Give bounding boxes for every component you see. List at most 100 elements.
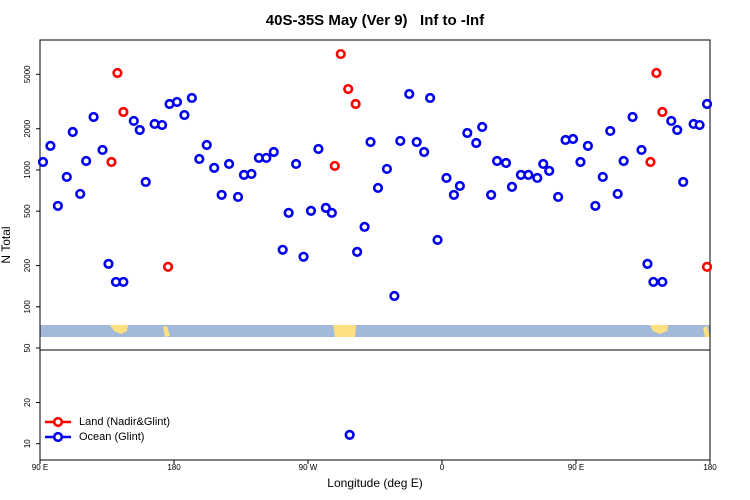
data-point [486,189,497,201]
data-point [112,67,123,79]
data-point [532,172,543,184]
data-point [67,126,78,138]
data-point [441,172,452,184]
data-point [97,144,108,156]
data-point [404,88,415,100]
data-point [209,162,220,173]
data-point [500,157,512,169]
data-point [329,160,340,172]
data-point [365,136,376,148]
y-tick-label: 20 [23,397,32,406]
data-point [75,188,86,200]
data-point [313,143,324,155]
data-point [106,156,117,168]
y-tick-label: 50 [23,343,32,352]
plot-frame [39,39,711,461]
data-point [432,234,443,246]
data-point [290,158,302,170]
data-point [642,258,653,269]
data-point [553,191,564,203]
data-point [666,115,677,127]
y-tick-label: 100 [23,300,32,314]
data-point [283,207,294,218]
data-point [305,205,317,217]
data-point [88,111,99,123]
data-point [424,92,436,104]
data-point [395,135,406,147]
data-point [335,48,346,60]
data-point [344,429,355,440]
data-point [156,119,168,131]
data-point [657,276,668,288]
y-tick-label: 5000 [23,65,32,83]
data-point [118,106,129,118]
x-tick-label: 90 W [299,463,318,472]
data-point [350,98,361,110]
x-tick-label: 90 E [568,463,584,472]
data-point [636,144,647,156]
data-point [118,276,129,288]
data-point [277,244,288,255]
data-point [523,169,534,181]
data-point [448,189,460,201]
data-point [701,98,713,110]
data-point [246,168,257,180]
data-point [672,124,683,136]
data-point [372,182,384,194]
y-tick-label: 1000 [23,160,32,178]
map-strip [40,325,710,337]
data-point [381,163,393,175]
data-point [298,251,309,262]
data-point [352,246,363,257]
data-point [454,180,465,192]
data-point [201,139,212,151]
data-point [162,261,174,272]
data-point [678,176,689,188]
data-point [544,165,555,177]
data-point [411,136,422,148]
x-tick-label: 180 [703,463,717,472]
x-tick-label: 180 [167,463,181,472]
data-point [648,276,659,288]
data-point [186,92,197,104]
data-point [597,171,608,183]
data-point [194,153,205,165]
data-point [326,207,337,218]
legend-label: Land (Nadir&Glint) [79,416,170,428]
data-point [419,146,430,158]
data-point [462,127,473,139]
x-axis-label: Longitude (deg E) [327,476,422,490]
data-point [103,258,114,269]
data-point [575,156,586,168]
data-point [261,152,272,164]
data-point [477,121,488,133]
y-tick-label: 10 [23,439,32,448]
data-point [45,140,56,151]
data-point [471,137,482,149]
data-point [491,155,503,167]
chart-title: 40S-35S May (Ver 9) Inf to -Inf [266,12,485,29]
x-tick-label: 0 [440,463,445,472]
data-point [37,156,49,168]
data-point [605,125,616,137]
data-point [612,188,623,200]
data-point [359,221,370,232]
data-point [618,155,629,167]
data-point [645,156,656,168]
data-point [627,111,638,123]
data-point [223,158,235,170]
data-point [657,106,668,118]
data-point [567,133,579,145]
y-tick-label: 500 [23,204,32,218]
data-point [268,146,279,158]
data-point [216,189,227,201]
data-point [52,200,63,212]
data-point [134,124,145,136]
y-tick-label: 2000 [23,119,32,137]
data-point [590,200,601,212]
legend-marker [52,416,64,428]
data-point [701,261,713,272]
data-point [582,140,594,151]
data-point [651,67,662,79]
